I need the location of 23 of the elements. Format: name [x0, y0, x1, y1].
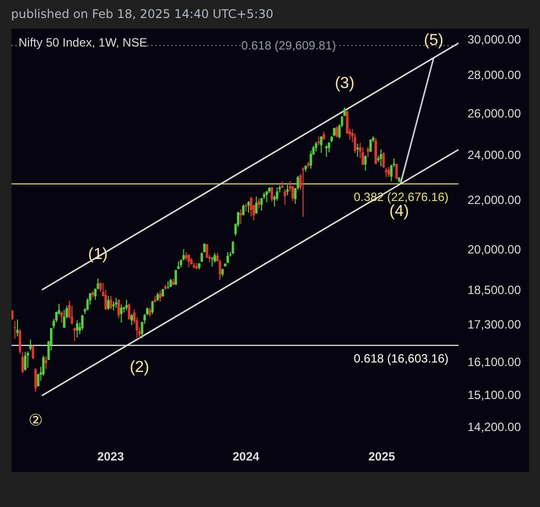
x-tick-label: 2023: [97, 450, 124, 464]
y-tick-label: 26,000.00: [468, 106, 522, 120]
annotation: ②: [28, 412, 43, 430]
y-tick-label: 28,000.00: [468, 68, 522, 82]
y-tick-label: 15,100.00: [468, 388, 522, 402]
y-tick-label: 17,300.00: [468, 318, 522, 332]
y-tick-label: 20,000.00: [468, 242, 522, 256]
y-tick-label: 22,000.00: [468, 193, 522, 208]
x-tick-label: 2025: [368, 450, 396, 464]
annotation: (5): [424, 32, 444, 49]
y-tick-label: 16,100.00: [468, 354, 522, 369]
annotation: (2): [130, 358, 150, 376]
annotation: (3): [334, 74, 354, 92]
ref-line-label: 0.618 (29,609.81): [241, 38, 336, 53]
text: published on Feb 18, 2025 14:40 UTC+5:30: [11, 6, 274, 23]
y-tick-label: 18,500.00: [468, 282, 522, 297]
annotation: (4): [389, 203, 409, 220]
ref-line-label: 0.618 (16,603.16): [354, 351, 449, 366]
y-tick-label: 24,000.00: [468, 148, 522, 162]
text: Nifty 50 Index, 1W, NSE: [18, 36, 148, 50]
y-tick-label: 14,200.00: [468, 420, 522, 434]
x-tick-label: 2024: [232, 450, 260, 464]
y-tick-label: 30,000.00: [468, 32, 522, 46]
